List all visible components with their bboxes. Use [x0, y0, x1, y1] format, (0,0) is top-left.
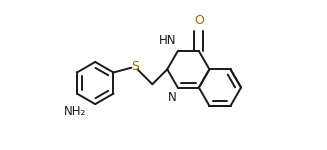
Text: N: N	[168, 91, 177, 104]
Text: S: S	[131, 60, 139, 73]
Text: HN: HN	[159, 34, 177, 47]
Text: O: O	[194, 14, 204, 27]
Text: NH₂: NH₂	[64, 105, 86, 118]
